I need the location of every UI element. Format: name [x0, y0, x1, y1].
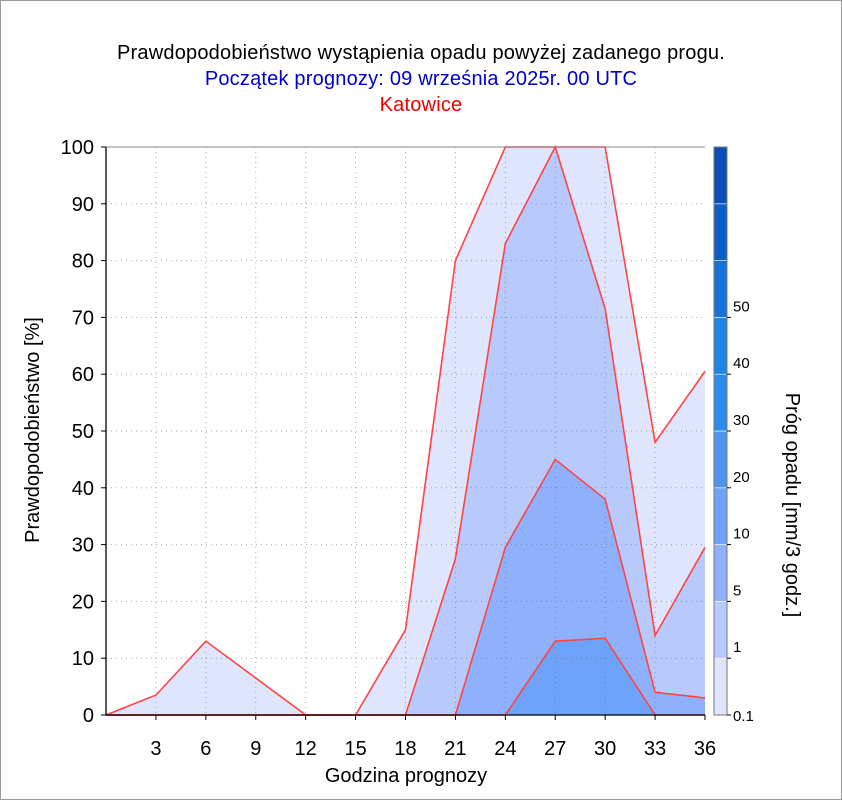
colorbar-segment [713, 317, 728, 375]
y-tick-label: 60 [72, 364, 94, 386]
x-tick-label: 33 [644, 738, 666, 760]
colorbar-segment [713, 260, 728, 318]
y-tick-label: 100 [61, 137, 94, 159]
chart-title: Prawdopodobieństwo wystąpienia opadu pow… [117, 42, 725, 64]
x-axis-label: Godzina prognozy [325, 765, 487, 787]
colorbar-tick-label: 10 [733, 526, 750, 543]
y-tick-label: 90 [72, 194, 94, 216]
colorbar-tick-label: 50 [733, 298, 750, 315]
colorbar-tick-label: 40 [733, 355, 750, 372]
colorbar-segment [713, 544, 728, 602]
colorbar-tick-label: 5 [733, 582, 741, 599]
y-tick-label: 20 [72, 591, 94, 613]
x-tick-label: 21 [444, 738, 466, 760]
chart-subtitle: Początek prognozy: 09 września 2025r. 00… [204, 68, 638, 90]
x-tick-label: 27 [544, 738, 566, 760]
colorbar-tick-label: 20 [733, 469, 750, 486]
x-tick-label: 15 [344, 738, 366, 760]
y-axis-label: Prawdopodobieństwo [%] [22, 317, 44, 543]
x-tick-label: 24 [494, 738, 516, 760]
y-tick-label: 80 [72, 251, 94, 273]
colorbar-segment [713, 487, 728, 545]
x-tick-label: 30 [594, 738, 616, 760]
x-tick-label: 6 [200, 738, 211, 760]
y-tick-label: 70 [72, 307, 94, 329]
y-tick-label: 0 [83, 705, 94, 727]
colorbar-segment [713, 373, 728, 432]
colorbar-tick-label: 1 [733, 639, 741, 656]
colorbar-label: Próg opadu [mm/3 godz.] [781, 393, 803, 618]
y-tick-label: 30 [72, 535, 94, 557]
y-tick-label: 10 [72, 648, 94, 670]
x-tick-label: 12 [295, 738, 317, 760]
x-tick-label: 36 [694, 738, 716, 760]
y-tick-label: 50 [72, 421, 94, 443]
colorbar-segment [713, 146, 728, 205]
colorbar-segment [713, 203, 728, 261]
colorbar-segment [713, 657, 728, 716]
colorbar-segment [713, 601, 728, 659]
x-tick-label: 9 [250, 738, 261, 760]
x-tick-label: 3 [150, 738, 161, 760]
colorbar-tick-label: 30 [733, 412, 750, 429]
chart-location: Katowice [379, 94, 463, 116]
colorbar-tick-label: 0.1 [733, 708, 754, 725]
x-tick-label: 18 [394, 738, 416, 760]
y-tick-label: 40 [72, 478, 94, 500]
colorbar-segment [713, 430, 728, 489]
